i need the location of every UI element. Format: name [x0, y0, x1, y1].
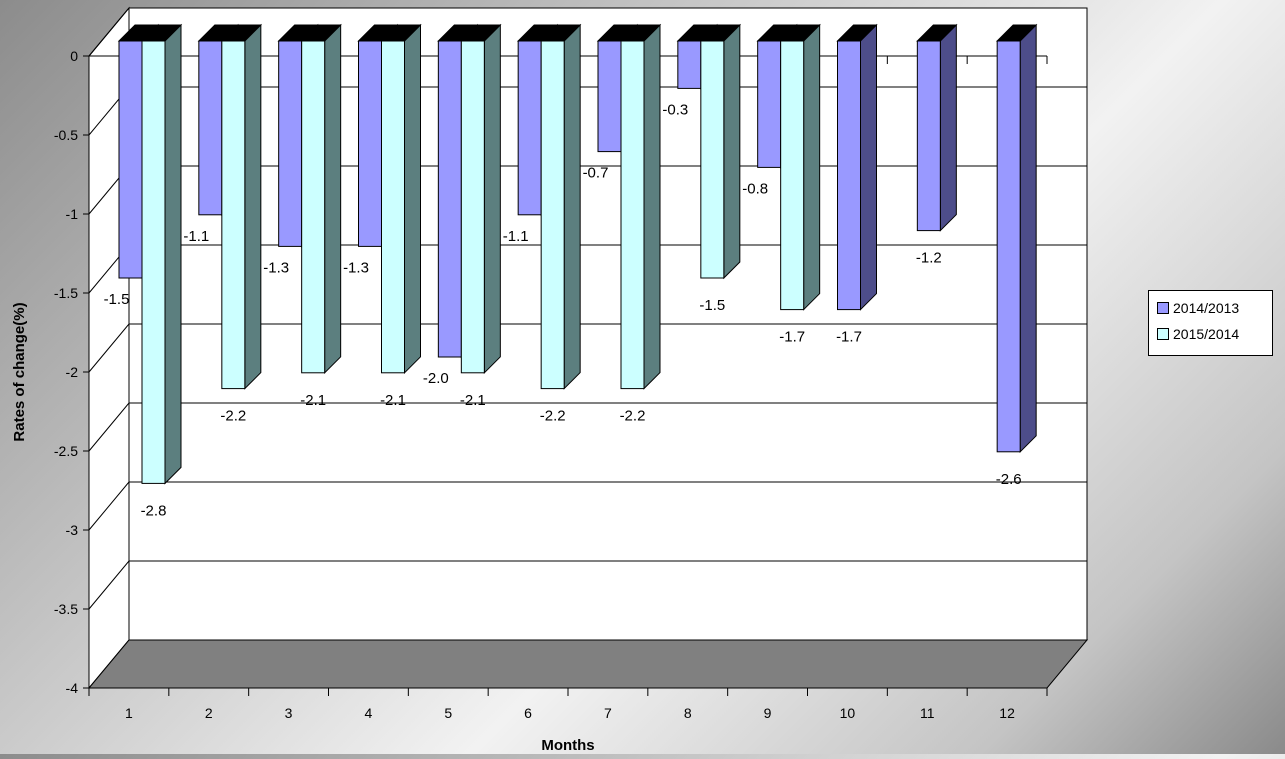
bar-2014-2013-1 [118, 40, 143, 279]
bar-2015-2014-1 [141, 40, 166, 484]
data-label: -0.7 [583, 165, 609, 182]
data-label: -2.1 [300, 392, 326, 409]
data-label: -2.8 [141, 502, 167, 519]
bar-2015-2014-3 [301, 40, 326, 374]
data-label: -2.0 [423, 370, 449, 387]
x-tick-label: 7 [604, 705, 612, 721]
data-label: -1.1 [503, 228, 529, 245]
bar-2014-2013-6 [517, 40, 542, 216]
y-tick-label: -2 [66, 364, 79, 380]
data-label: -0.3 [662, 101, 688, 118]
gridline-side [88, 323, 130, 373]
legend: 2014/2013 2015/2014 [1148, 290, 1273, 356]
bar-2014-2013-12 [996, 40, 1021, 453]
bar-side [803, 23, 821, 311]
x-tick-label: 10 [840, 705, 856, 721]
y-tick-label: -1.5 [54, 285, 78, 301]
data-label: -2.2 [220, 408, 246, 425]
bar-side [860, 23, 877, 311]
bar-side [244, 23, 262, 390]
y-tick-label: -1 [66, 206, 79, 222]
gridline-side [88, 481, 130, 531]
bar-2014-2013-5 [437, 40, 462, 358]
legend-label-2014-2013: 2014/2013 [1173, 300, 1240, 316]
bar-2014-2013-8 [677, 40, 702, 89]
data-label: -1.5 [104, 291, 130, 308]
data-label: -1.5 [699, 297, 725, 314]
gridline-side [88, 402, 130, 452]
bar-side [324, 23, 342, 375]
y-tick-label: -0.5 [54, 127, 78, 143]
bar-2014-2013-4 [358, 40, 382, 247]
bar-side [643, 23, 661, 390]
x-tick-label: 1 [125, 705, 133, 721]
y-tick-label: -3 [66, 522, 79, 538]
data-label: -2.2 [620, 408, 646, 425]
x-tick-label: 9 [764, 705, 772, 721]
bar-2014-2013-3 [278, 40, 303, 247]
data-label: -1.3 [263, 259, 289, 276]
x-tick-label: 12 [999, 705, 1015, 721]
bar-2015-2014-2 [221, 40, 246, 390]
legend-swatch-2014-2013 [1157, 302, 1169, 314]
y-tick-label: -2.5 [54, 443, 78, 459]
bar-side [563, 23, 581, 390]
data-label: -2.2 [540, 408, 566, 425]
data-label: -2.6 [996, 471, 1022, 488]
bar-side [1019, 23, 1037, 454]
legend-label-2015-2014: 2015/2014 [1173, 326, 1240, 342]
bar-2015-2014-4 [381, 40, 405, 374]
x-tick-label: 11 [920, 705, 935, 721]
bar-2015-2014-7 [620, 40, 645, 390]
data-label: -1.2 [916, 250, 942, 267]
bar-side [939, 23, 957, 232]
data-label: -1.7 [779, 329, 805, 346]
data-label: -0.8 [742, 180, 768, 197]
bar-2014-2013-7 [597, 40, 622, 153]
x-tick-label: 5 [444, 705, 452, 721]
x-tick-label: 6 [524, 705, 532, 721]
bar-side [404, 23, 421, 375]
y-tick-label: -3.5 [54, 601, 78, 617]
x-tick-label: 2 [205, 705, 213, 721]
x-tick-label: 3 [285, 705, 293, 721]
bar-2015-2014-6 [540, 40, 565, 390]
data-label: -2.1 [380, 392, 406, 409]
bar-side [164, 23, 182, 485]
data-label: -1.7 [836, 329, 862, 346]
y-axis-title: Rates of change(%) [11, 302, 28, 441]
bar-2014-2013-11 [916, 40, 941, 232]
x-tick-label: 8 [684, 705, 692, 721]
y-tick-label: 0 [70, 48, 78, 64]
bar-side [483, 23, 501, 375]
data-label: -1.3 [343, 259, 369, 276]
y-tick-label: -4 [66, 680, 79, 696]
bar-2015-2014-9 [780, 40, 805, 311]
x-tick-label: 4 [365, 705, 373, 721]
legend-item-2014-2013: 2014/2013 [1157, 299, 1239, 317]
gridline-side [88, 7, 130, 57]
x-axis-title: Months [541, 737, 594, 754]
bar-2014-2013-9 [757, 40, 782, 168]
data-label: -1.1 [183, 228, 209, 245]
bar-2015-2014-5 [460, 40, 485, 374]
chart-floor [87, 639, 1089, 689]
legend-item-2015-2014: 2015/2014 [1157, 325, 1239, 343]
bar-2014-2013-2 [198, 40, 223, 216]
bar-2014-2013-10 [837, 40, 861, 311]
bar-2015-2014-8 [700, 40, 725, 279]
data-label: -2.1 [460, 392, 486, 409]
legend-swatch-2015-2014 [1157, 328, 1169, 340]
gridline-side [88, 560, 130, 610]
bar-side [723, 23, 741, 280]
